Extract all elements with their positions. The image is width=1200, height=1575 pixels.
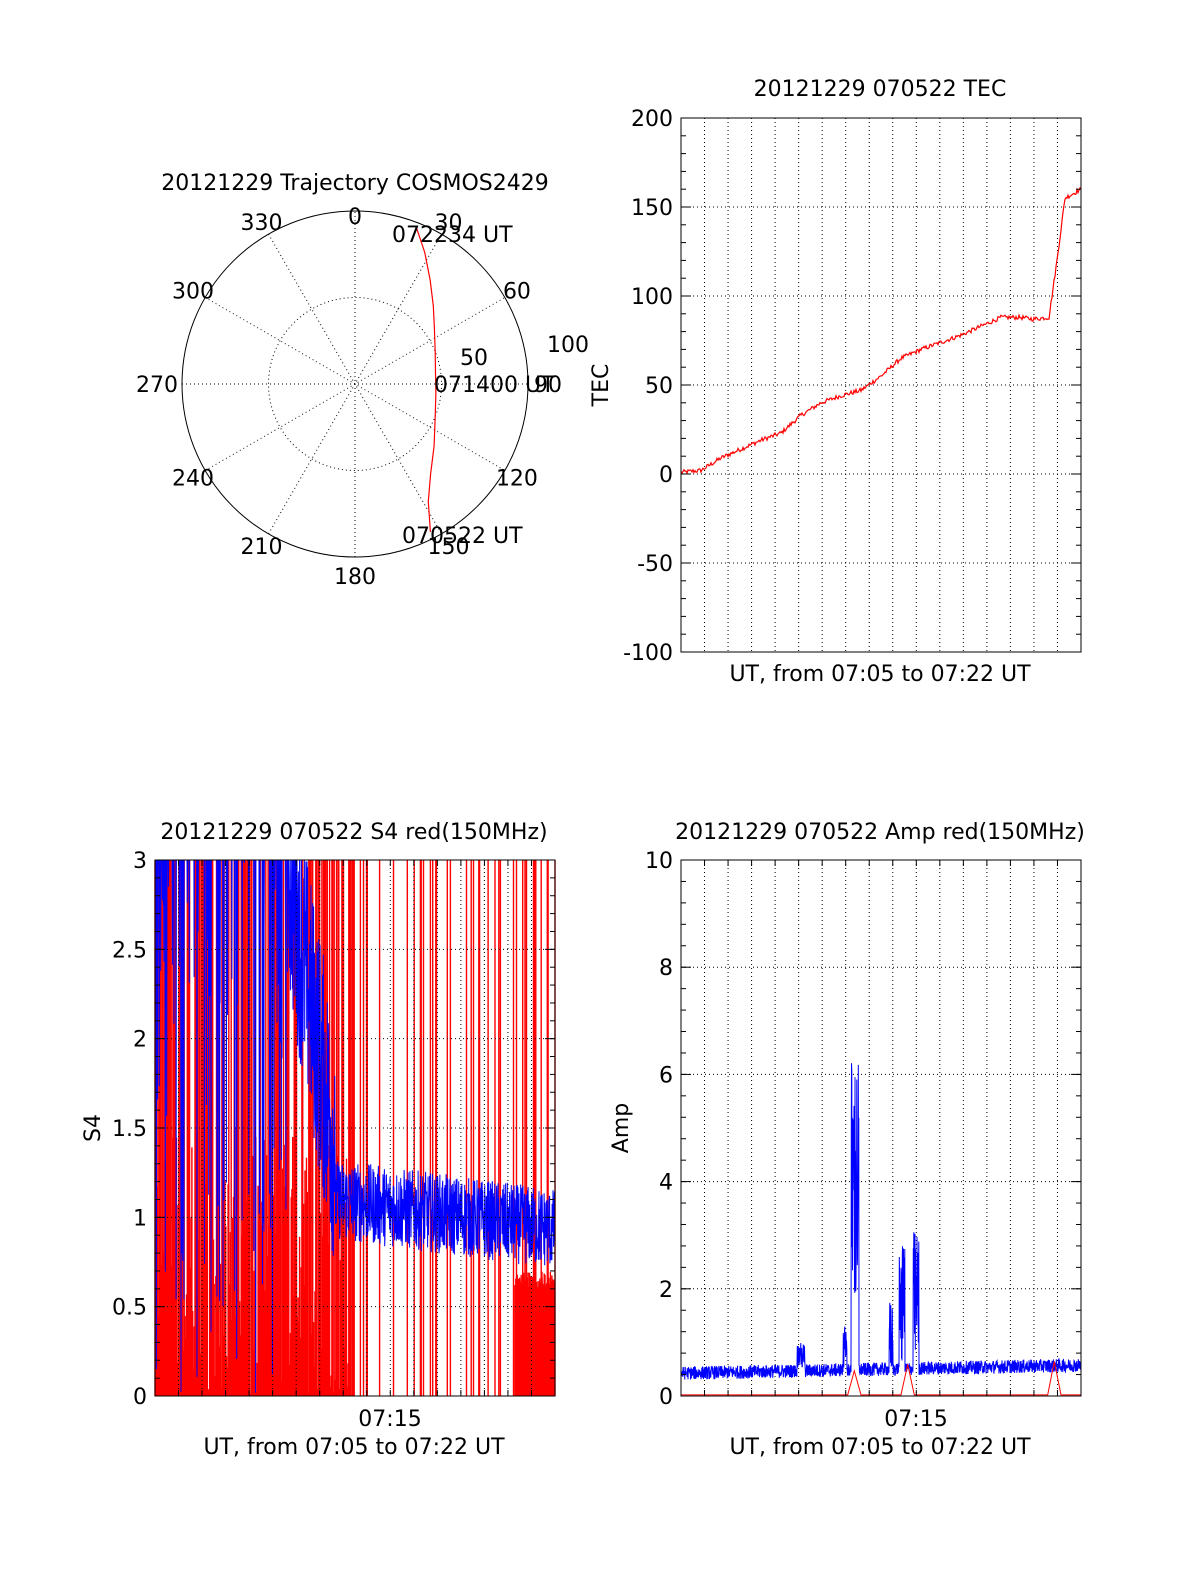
s4-ytick-1.5: 1.5 [112,1117,147,1142]
polar-title: 20121229 Trajectory COSMOS2429 [161,171,548,196]
tec-ytick-200: 200 [631,107,673,132]
tec-ylabel: TEC [589,364,614,408]
tec-ticks: 200 150 100 50 0 -50 -100 [623,107,1081,666]
s4-ytick-2: 2 [133,1028,147,1053]
tec-ytick-100: 100 [631,285,673,310]
azimuth-label-150: 150 [428,535,470,560]
azimuth-label-0: 0 [348,205,362,230]
amp-ticks: 10 8 6 4 2 0 [645,849,1082,1410]
amp-plot: 20121229 070522 Amp red(150MHz) 1086420 … [609,820,1085,1460]
s4-xtick-0715: 07:15 [358,1407,421,1432]
s4-ytick-2.5: 2.5 [112,938,147,963]
polar-grid [182,211,528,557]
polar-outer-circle [181,210,529,558]
amp-grid [681,860,1081,1396]
s4-ytick-0.5: 0.5 [112,1296,147,1321]
azimuth-label-210: 210 [241,535,283,560]
time-label-mid: 071400 UT [434,373,555,398]
s4-ytick-3: 3 [133,849,147,874]
azimuth-label-60: 60 [503,280,531,305]
tec-ytick-0: 0 [659,463,673,488]
radial-label-100: 100 [547,333,589,358]
s4-xlabel: UT, from 07:05 to 07:22 UT [203,1435,505,1460]
tec-title: 20121229 070522 TEC [754,77,1007,102]
s4-ticks: 3 2.5 2 1.5 1 0.5 0 [112,849,556,1410]
tec-series [680,187,1081,475]
azimuth-label-300: 300 [172,280,214,305]
amp-ylabel: Amp [609,1103,634,1153]
amp-ytick-0: 0 [659,1385,673,1410]
s4-red-tail [522,1275,547,1302]
tec-xlabel: UT, from 07:05 to 07:22 UT [729,662,1031,687]
amp-series [680,1063,1082,1396]
amp-ytick-2: 2 [659,1278,673,1303]
amp-xtick-0715: 07:15 [884,1407,947,1432]
tec-ytick--50: -50 [637,552,673,577]
azimuth-label-120: 120 [496,467,538,492]
azimuth-label-270: 270 [136,373,178,398]
radial-label-50: 50 [460,346,488,371]
tec-ytick-150: 150 [631,196,673,221]
tec-ytick--100: -100 [623,641,673,666]
tec-plot: 20121229 070522 TEC 200150100500-50-100 … [589,77,1082,687]
polar-plot: 20121229 Trajectory COSMOS2429 0 30 60 90 12… [136,171,589,590]
amp-ytick-4: 4 [659,1171,673,1196]
azimuth-label-180: 180 [334,565,376,590]
azimuth-label-240: 240 [172,467,214,492]
tec-grid [681,118,1081,652]
amp-ytick-8: 8 [659,956,673,981]
satellite-trajectory [415,225,437,533]
amp-title: 20121229 070522 Amp red(150MHz) [675,820,1085,845]
amp-axes-frame [680,859,1082,1397]
s4-ylabel: S4 [81,1114,106,1142]
amp-xlabel: UT, from 07:05 to 07:22 UT [729,1435,1031,1460]
s4-ytick-0: 0 [133,1385,147,1410]
amp-ytick-10: 10 [645,849,673,874]
polar-azimuth-labels: 0 30 60 90 120 150 180 210 240 270 300 330 [136,205,562,590]
time-label-start: 070522 UT [402,524,523,549]
polar-spoke-150 [268,233,442,535]
s4-title: 20121229 070522 S4 red(150MHz) [160,820,547,845]
amp-red-trace [681,1361,1081,1396]
azimuth-label-90: 90 [534,373,562,398]
azimuth-label-30: 30 [435,211,463,236]
tec-line [680,187,1081,475]
tec-ytick-50: 50 [645,374,673,399]
amp-blue-trace [680,1063,1082,1380]
s4-grid [155,860,555,1396]
azimuth-label-330: 330 [241,211,283,236]
amp-ytick-6: 6 [659,1063,673,1088]
s4-plot: 20121229 070522 S4 red(150MHz) 3 2.5 2 1.5 1… [81,820,556,1460]
s4-ytick-1: 1 [133,1206,147,1231]
polar-ring-50 [268,297,442,471]
time-label-end: 072234 UT [392,223,513,248]
